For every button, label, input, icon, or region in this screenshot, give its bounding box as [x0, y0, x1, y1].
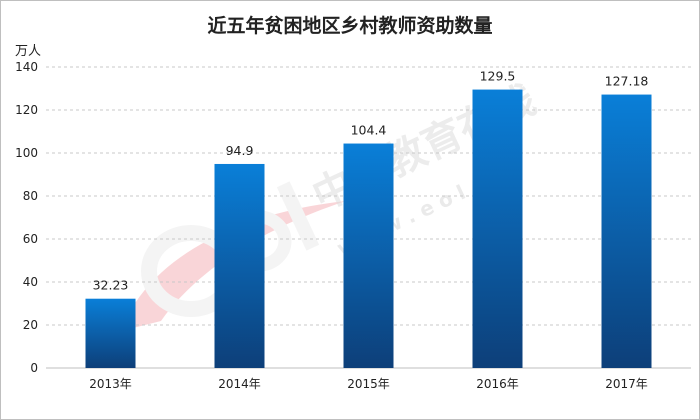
bar [601, 94, 652, 369]
bar [343, 143, 394, 368]
chart-title: 近五年贫困地区乡村教师资助数量 [207, 14, 492, 37]
y-tick-label: 0 [30, 361, 38, 375]
data-label: 127.18 [605, 74, 649, 89]
bar [85, 298, 136, 368]
y-tick-label: 20 [23, 318, 38, 332]
y-tick-label: 80 [23, 189, 38, 203]
x-axis-ticks: 2013年 2014年 2015年 2016年 2017年 [89, 377, 648, 391]
x-tick-label: 2013年 [89, 377, 132, 391]
data-label: 32.23 [93, 278, 129, 293]
data-label: 94.9 [226, 143, 254, 158]
y-tick-label: 40 [23, 275, 38, 289]
data-label: 104.4 [351, 123, 387, 138]
data-label: 129.5 [480, 69, 516, 84]
x-tick-label: 2017年 [605, 377, 648, 391]
data-labels: 32.23 94.9 104.4 129.5 127.18 [93, 69, 649, 293]
y-tick-label: 140 [15, 60, 38, 74]
y-tick-label: 100 [15, 146, 38, 160]
bar [214, 163, 265, 368]
x-tick-label: 2014年 [218, 377, 261, 391]
y-tick-label: 120 [15, 103, 38, 117]
bar [472, 89, 523, 368]
y-axis-ticks: 0 20 40 60 80 100 120 140 [15, 60, 38, 375]
y-tick-label: 60 [23, 232, 38, 246]
x-tick-label: 2016年 [476, 377, 519, 391]
y-axis-unit: 万人 [15, 44, 41, 59]
x-tick-label: 2015年 [347, 377, 390, 391]
bars [85, 89, 652, 369]
